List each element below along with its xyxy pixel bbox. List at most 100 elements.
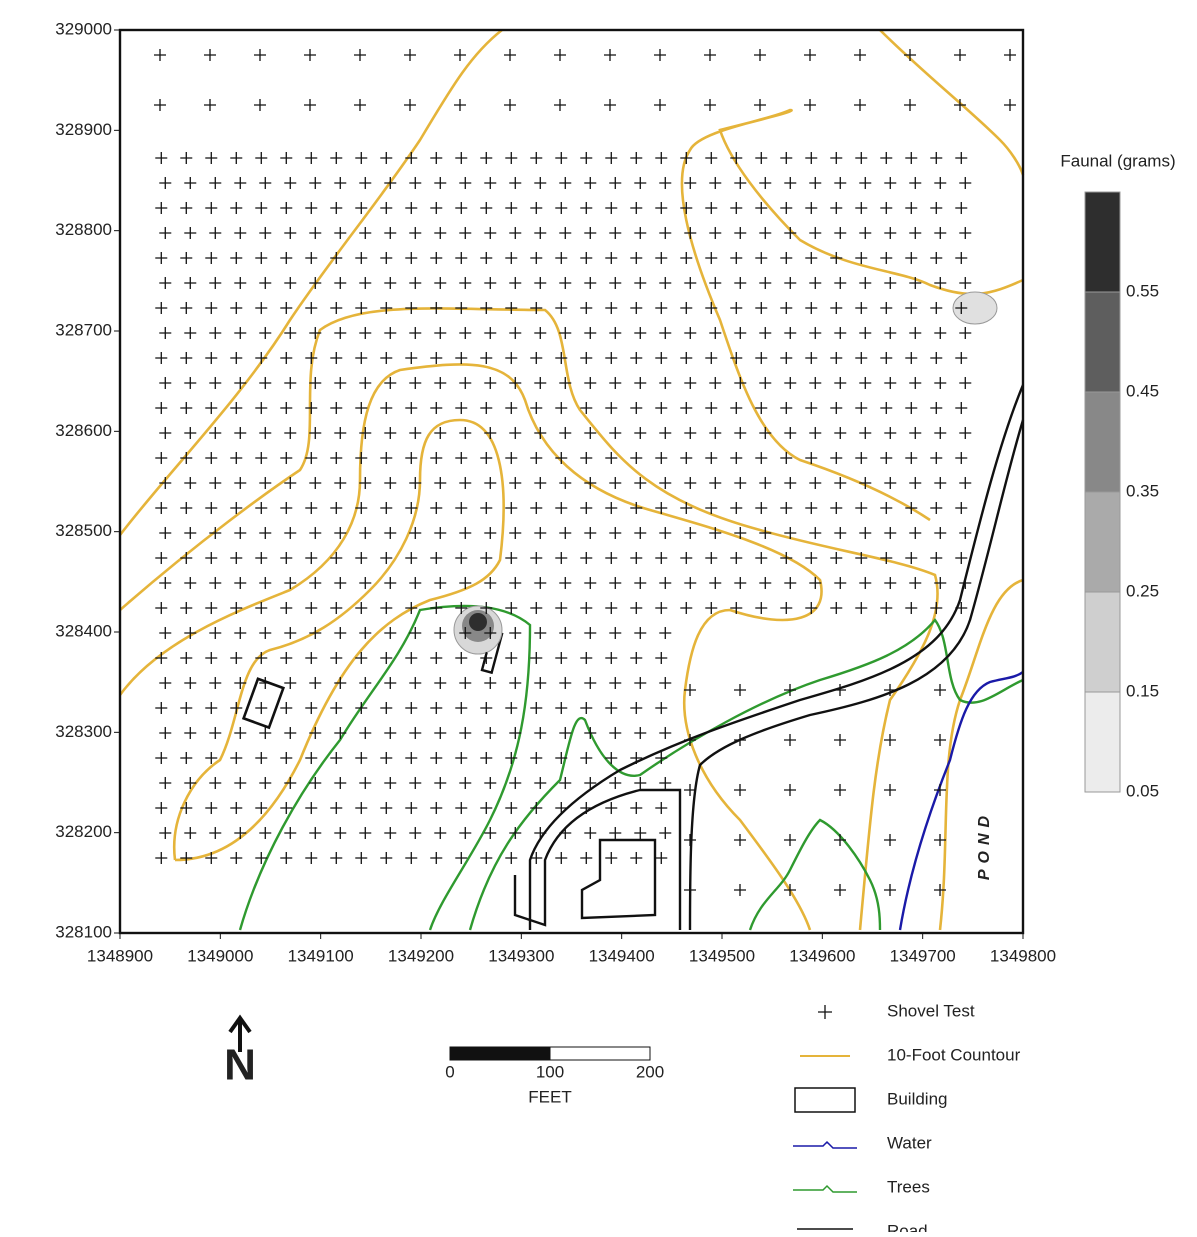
shovel-test [484, 327, 497, 339]
colorbar-band [1084, 191, 1121, 293]
shovel-test [380, 252, 393, 264]
shovel-test [584, 177, 597, 189]
shovel-test [834, 884, 846, 896]
shovel-test [305, 302, 318, 314]
shovel-test [959, 377, 972, 389]
shovel-test [334, 227, 347, 239]
shovel-test [480, 252, 493, 264]
shovel-test [255, 502, 268, 514]
shovel-test [905, 302, 918, 314]
shovel-test [334, 777, 347, 789]
shovel-test [809, 327, 822, 339]
shovel-test [834, 277, 847, 289]
shovel-test [459, 277, 472, 289]
shovel-test [580, 402, 593, 414]
colorbar-band [1084, 291, 1121, 393]
shovel-test [534, 677, 547, 689]
shovel-test [454, 99, 466, 111]
shovel-test [955, 152, 968, 164]
shovel-test [784, 577, 797, 589]
shovel-test [530, 152, 543, 164]
x-tick-label: 1349000 [187, 946, 253, 965]
shovel-test [930, 302, 943, 314]
shovel-test [284, 477, 297, 489]
shovel-test [830, 402, 843, 414]
shovel-test [530, 602, 543, 614]
shovel-test [784, 277, 797, 289]
shovel-test [880, 202, 893, 214]
shovel-test [459, 827, 472, 839]
shovel-test [609, 727, 622, 739]
shovel-test [334, 277, 347, 289]
shovel-test [405, 752, 418, 764]
shovel-test [730, 402, 743, 414]
shovel-test [484, 227, 497, 239]
shovel-test [584, 477, 597, 489]
shovel-test [480, 852, 493, 864]
shovel-test [784, 427, 797, 439]
shovel-test [559, 827, 572, 839]
shovel-test [455, 802, 468, 814]
shovel-test [605, 152, 618, 164]
shovel-test [580, 652, 593, 664]
shovel-test [355, 802, 368, 814]
shovel-test [734, 377, 747, 389]
shovel-test [905, 402, 918, 414]
shovel-test [184, 677, 197, 689]
shovel-test [659, 227, 672, 239]
shovel-test [955, 302, 968, 314]
shovel-test [380, 502, 393, 514]
shovel-test [905, 452, 918, 464]
shovel-test [630, 302, 643, 314]
shovel-test [634, 577, 647, 589]
shovel-test [284, 727, 297, 739]
shovel-test [509, 827, 522, 839]
shovel-test [209, 677, 222, 689]
shovel-test [309, 677, 322, 689]
shovel-test [684, 884, 696, 896]
y-tick-label: 328600 [55, 421, 112, 440]
shovel-test [155, 202, 168, 214]
shovel-test [409, 727, 422, 739]
shovel-test [730, 152, 743, 164]
shovel-test [384, 627, 397, 639]
shovel-test [405, 302, 418, 314]
shovel-test [934, 277, 947, 289]
shovel-test [355, 352, 368, 364]
shovel-test [255, 602, 268, 614]
shovel-test [254, 99, 266, 111]
shovel-test [355, 602, 368, 614]
shovel-test [805, 402, 818, 414]
shovel-test [634, 377, 647, 389]
shovel-test [455, 152, 468, 164]
shovel-test [155, 652, 168, 664]
shovel-test [505, 602, 518, 614]
scale-segment [549, 1046, 651, 1061]
shovel-test [554, 49, 566, 61]
contour [879, 29, 1025, 176]
shovel-test [805, 352, 818, 364]
shovel-test [834, 577, 847, 589]
shovel-test [380, 302, 393, 314]
shovel-test [755, 202, 768, 214]
shovel-test [209, 627, 222, 639]
shovel-test [655, 302, 668, 314]
shovel-test [855, 252, 868, 264]
shovel-test [884, 377, 897, 389]
shovel-test [709, 377, 722, 389]
shovel-test [584, 677, 597, 689]
shovel-test [455, 852, 468, 864]
shovel-test [784, 884, 796, 896]
shovel-test [409, 477, 422, 489]
shovel-test [334, 477, 347, 489]
shovel-test [554, 99, 566, 111]
shovel-test [859, 527, 872, 539]
shovel-test [484, 577, 497, 589]
shovel-test [609, 377, 622, 389]
shovel-test [930, 152, 943, 164]
shovel-test [480, 552, 493, 564]
shovel-test [909, 477, 922, 489]
shovel-test [230, 452, 243, 464]
shovel-test [255, 852, 268, 864]
shovel-test [884, 227, 897, 239]
